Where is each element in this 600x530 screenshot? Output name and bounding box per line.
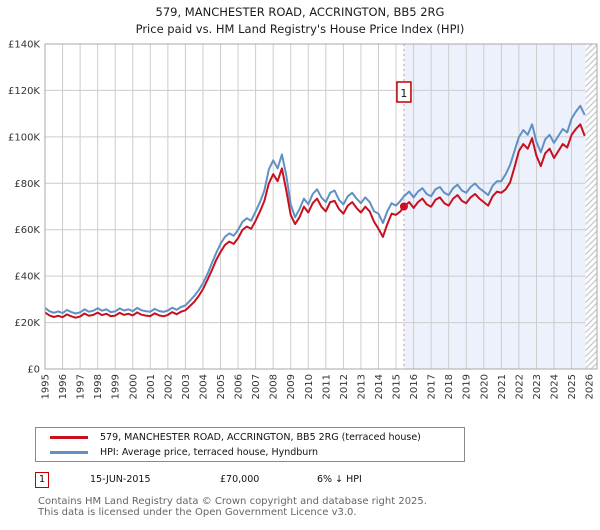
sale-annotation-badge: 1 (35, 472, 49, 488)
hpi-forecast-shade (403, 44, 597, 369)
y-tick-label: £60K (14, 225, 40, 236)
x-tick-label: 1998 (93, 374, 104, 399)
x-tick-label: 2003 (181, 374, 192, 399)
legend-item-hpi: HPI: Average price, terraced house, Hynd… (36, 445, 464, 460)
y-tick-label: £0 (27, 365, 40, 376)
x-tick-label: 2000 (128, 374, 139, 399)
x-tick-label: 2013 (356, 374, 367, 399)
x-tick-label: 2025 (567, 374, 578, 399)
x-tick-label: 2006 (234, 374, 245, 399)
x-tick-label: 1999 (111, 374, 122, 399)
sale-annotation-flag (396, 81, 412, 103)
y-tick-label: £20K (14, 318, 40, 329)
x-tick-label: 2018 (444, 374, 455, 399)
y-tick-label: £40K (14, 272, 40, 283)
price-history-chart: 1 £0 £20K £40K £60K £80K £100K £120K £140K 1995 19… (8, 40, 598, 399)
x-tick-label: 2005 (216, 374, 227, 399)
footer-copyright: Contains HM Land Registry data © Crown c… (38, 496, 427, 507)
x-tick-label: 1996 (58, 374, 69, 399)
x-tick-label: 2022 (514, 374, 525, 399)
footer-licence: This data is licensed under the Open Gov… (38, 506, 357, 518)
x-tick-label: 1995 (41, 374, 52, 399)
x-tick-label: 2021 (497, 374, 508, 399)
svg-text:1: 1 (400, 87, 407, 100)
x-tick-label: 2002 (163, 374, 174, 399)
no-data-hatch-band (585, 44, 597, 369)
y-tick-label: £80K (14, 179, 40, 190)
sale-price: £70,000 (220, 474, 260, 485)
price-paid-line (44, 123, 586, 319)
x-tick-label: 2015 (392, 374, 403, 399)
legend-label-hpi: HPI: Average price, terraced house, Hynd… (100, 446, 319, 458)
x-tick-label: 2009 (286, 374, 297, 399)
y-tick-label: £120K (8, 86, 40, 97)
x-tick-label: 2024 (549, 374, 560, 399)
x-tick-label: 2010 (304, 374, 315, 399)
x-tick-label: 2012 (339, 374, 350, 399)
x-tick-label: 2001 (146, 374, 157, 399)
sale-point-marker (399, 202, 408, 211)
x-tick-label: 1997 (76, 374, 87, 399)
x-tick-label: 2011 (321, 374, 332, 399)
x-tick-label: 2019 (462, 374, 473, 399)
x-tick-label: 2016 (409, 374, 420, 399)
sale-annotation-row: 1 15-JUN-2015 £70,000 6% ↓ HPI (35, 471, 475, 491)
x-tick-label: 2004 (198, 374, 209, 399)
sale-date: 15-JUN-2015 (90, 474, 151, 485)
chart-legend: 579, MANCHESTER ROAD, ACCRINGTON, BB5 2R… (35, 427, 465, 462)
y-tick-label: £100K (8, 132, 40, 143)
y-tick-label: £140K (8, 40, 40, 51)
hpi-line-swatch (50, 450, 88, 454)
price-paid-line-swatch (50, 435, 88, 439)
x-tick-label: 2023 (532, 374, 543, 399)
chart-title: 579, MANCHESTER ROAD, ACCRINGTON, BB5 2R… (155, 5, 445, 19)
x-tick-label: 2017 (427, 374, 438, 399)
legend-label-price-paid: 579, MANCHESTER ROAD, ACCRINGTON, BB5 2R… (100, 431, 421, 443)
legend-item-price-paid: 579, MANCHESTER ROAD, ACCRINGTON, BB5 2R… (36, 430, 464, 445)
chart-subtitle: Price paid vs. HM Land Registry's House … (135, 22, 465, 36)
sale-hpi-delta: 6% ↓ HPI (317, 474, 362, 485)
x-tick-label: 2014 (374, 374, 385, 399)
x-tick-label: 2020 (479, 374, 490, 399)
hpi-line (44, 104, 586, 315)
x-tick-label: 2008 (269, 374, 280, 399)
x-tick-label: 2026 (585, 374, 596, 399)
x-tick-label: 2007 (251, 374, 262, 399)
footer: Contains HM Land Registry data © Crown c… (38, 496, 598, 518)
